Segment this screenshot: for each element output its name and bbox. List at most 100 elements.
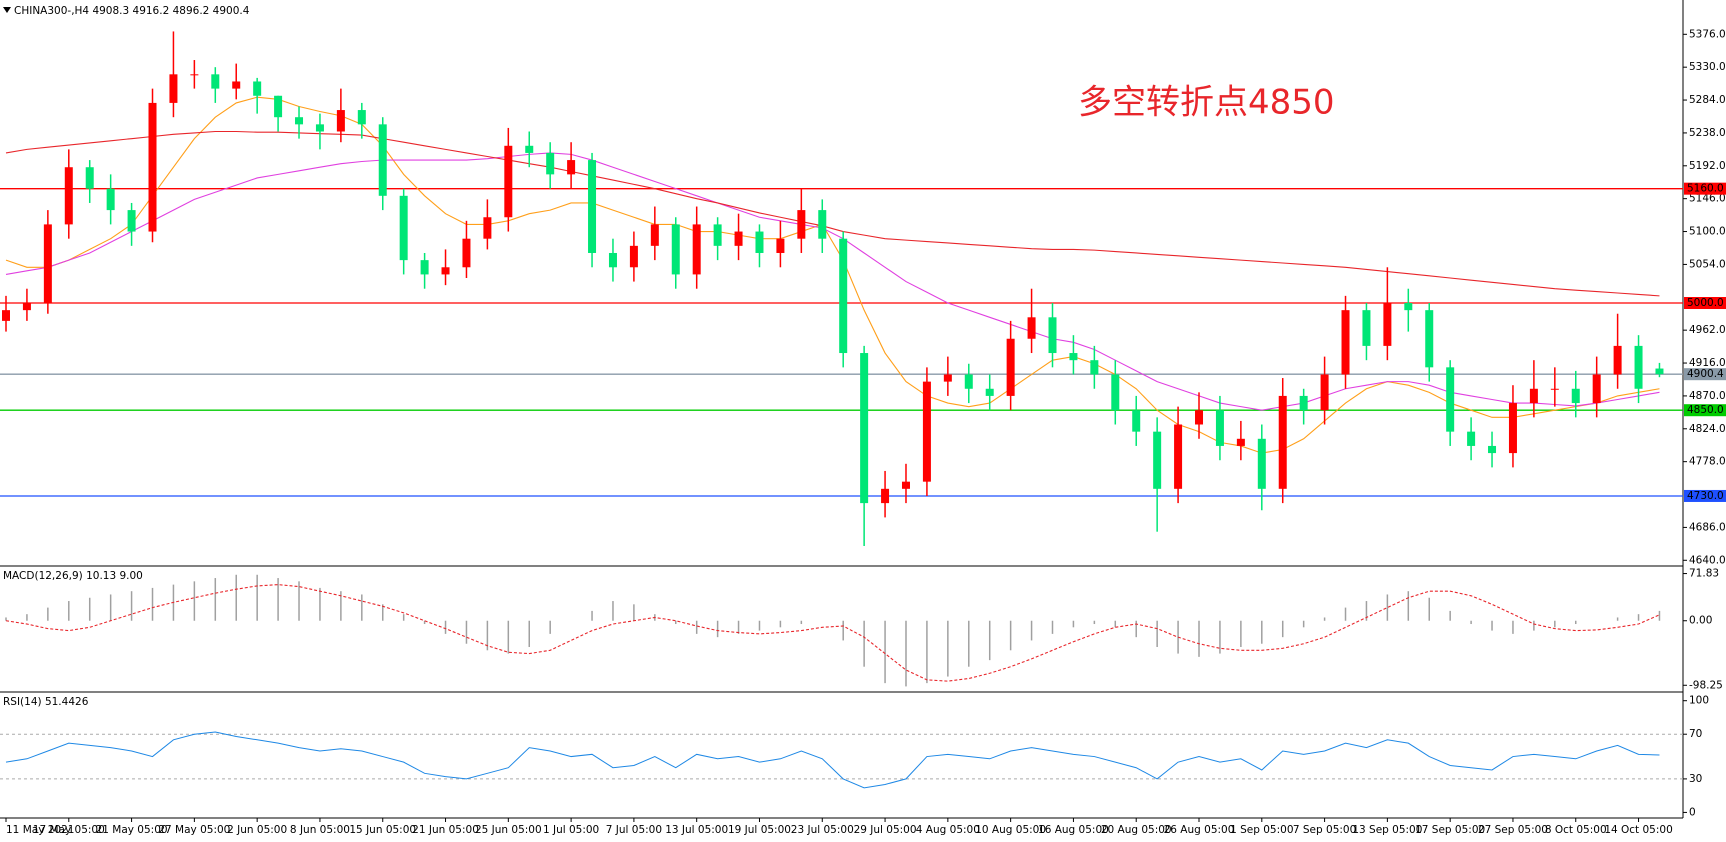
- x-tick-label: 21 May 05:00: [96, 824, 168, 836]
- candle-body: [1592, 374, 1601, 404]
- candle-body: [1236, 438, 1245, 446]
- candle-body: [1488, 445, 1497, 454]
- y-tick-label: 4916.0: [1689, 357, 1726, 369]
- rsi-line: [5, 731, 1660, 789]
- candle-body: [190, 74, 199, 76]
- candle-body: [22, 303, 31, 311]
- level-label: 4900.4: [1687, 368, 1724, 380]
- candle-body: [1132, 410, 1141, 432]
- candle-body: [357, 110, 366, 125]
- level-label: 4730.0: [1687, 490, 1724, 502]
- candle-body: [1006, 338, 1015, 396]
- annotation: 多空转折点4850: [1078, 83, 1335, 123]
- x-tick-label: 1 Jul 05:00: [543, 824, 599, 836]
- candle-body: [1278, 395, 1287, 489]
- candle-body: [546, 152, 555, 175]
- candle-body: [671, 224, 680, 275]
- level-label: 5160.0: [1687, 183, 1724, 195]
- moving-average: [5, 152, 1660, 411]
- y-tick-label: 70: [1689, 728, 1702, 740]
- candle-body: [901, 481, 910, 489]
- candle-body: [127, 210, 136, 232]
- macd-title: MACD(12,26,9) 10.13 9.00: [3, 570, 143, 582]
- y-tick-label: 4962.0: [1689, 324, 1726, 336]
- y-tick-label: 5146.0: [1689, 193, 1726, 205]
- y-tick-label: 30: [1689, 773, 1702, 785]
- x-tick-label: 19 Jul 05:00: [728, 824, 791, 836]
- y-tick-label: 0.00: [1689, 615, 1712, 627]
- x-tick-label: 23 Jul 05:00: [791, 824, 854, 836]
- candle-body: [1571, 388, 1580, 404]
- candle-body: [1320, 374, 1329, 411]
- x-tick-label: 16 Aug 05:00: [1038, 824, 1109, 836]
- candle-body: [148, 102, 157, 232]
- level-tag: [1684, 404, 1726, 417]
- x-tick-label: 8 Oct 05:00: [1545, 824, 1607, 836]
- x-tick-label: 27 May 05:00: [158, 824, 230, 836]
- y-tick-label: 5376.0: [1689, 28, 1726, 40]
- candle-body: [1299, 395, 1308, 411]
- x-tick-label: 29 Jul 05:00: [854, 824, 917, 836]
- level-tag: [1684, 368, 1726, 381]
- candle-body: [2, 310, 10, 321]
- x-tick-label: 10 Aug 05:00: [975, 824, 1046, 836]
- candle-body: [1111, 374, 1120, 411]
- candle-body: [336, 110, 345, 132]
- candle-body: [1027, 317, 1036, 339]
- x-tick-label: 17 May 05:00: [33, 824, 105, 836]
- candle-body: [232, 81, 241, 89]
- x-tick-label: 1 Sep 05:00: [1230, 824, 1293, 836]
- x-tick-label: 25 Jun 05:00: [475, 824, 542, 836]
- candle-body: [483, 217, 492, 239]
- x-tick-label: 13 Sep 05:00: [1352, 824, 1422, 836]
- candle-body: [1048, 317, 1057, 354]
- candle-body: [881, 488, 890, 504]
- x-tick-label: 4 Aug 05:00: [916, 824, 980, 836]
- x-tick-label: 8 Jun 05:00: [290, 824, 350, 836]
- candle-body: [1550, 388, 1559, 390]
- x-tick-label: 7 Jul 05:00: [606, 824, 662, 836]
- candle-body: [211, 74, 220, 89]
- candle-body: [818, 210, 827, 239]
- candle-body: [629, 245, 638, 268]
- candle-body: [420, 260, 429, 275]
- x-tick-label: 2 Jun 05:00: [227, 824, 287, 836]
- candle-body: [295, 117, 304, 125]
- x-tick-label: 17 Sep 05:00: [1415, 824, 1485, 836]
- y-tick-label: 5054.0: [1689, 258, 1726, 270]
- candle-body: [504, 145, 513, 218]
- candle-body: [1383, 303, 1392, 346]
- x-tick-label: 13 Jul 05:00: [665, 824, 728, 836]
- y-tick-label: 0: [1689, 806, 1696, 818]
- candle-body: [1069, 353, 1078, 361]
- level-tag: [1684, 182, 1726, 195]
- chart-title: CHINA300-,H4 4908.3 4916.2 4896.2 4900.4: [14, 5, 250, 17]
- candle-body: [315, 124, 324, 132]
- x-tick-label: 7 Sep 05:00: [1293, 824, 1356, 836]
- y-tick-label: 4870.0: [1689, 390, 1726, 402]
- moving-average: [5, 130, 1660, 297]
- candle-body: [985, 388, 994, 396]
- y-tick-label: 4824.0: [1689, 423, 1726, 435]
- candle-body: [1613, 345, 1622, 375]
- candle-body: [85, 167, 94, 189]
- candle-body: [964, 374, 973, 389]
- candle-body: [1153, 431, 1162, 489]
- candle-body: [755, 231, 764, 253]
- level-label: 4850.0: [1687, 404, 1724, 416]
- candle-body: [1446, 367, 1455, 432]
- candle-body: [462, 238, 471, 268]
- x-tick-label: 26 Aug 05:00: [1164, 824, 1235, 836]
- candle-body: [1257, 438, 1266, 489]
- candle-body: [253, 81, 262, 96]
- candle-body: [1341, 310, 1350, 375]
- candle-body: [567, 160, 576, 175]
- x-tick-label: 15 Jun 05:00: [349, 824, 416, 836]
- candle-body: [169, 74, 178, 103]
- candle-body: [378, 124, 387, 196]
- y-tick-label: 71.83: [1689, 568, 1719, 580]
- candle-body: [1404, 303, 1413, 311]
- candle-body: [797, 210, 806, 239]
- candle-body: [1090, 360, 1099, 375]
